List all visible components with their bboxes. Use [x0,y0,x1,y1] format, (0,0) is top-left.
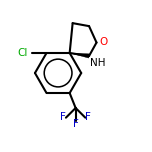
Polygon shape [70,53,89,58]
Text: F: F [85,112,91,122]
Text: Cl: Cl [17,48,28,58]
Text: O: O [99,37,107,47]
Text: F: F [60,112,66,122]
Text: F: F [73,119,79,129]
Text: NH: NH [90,58,105,68]
